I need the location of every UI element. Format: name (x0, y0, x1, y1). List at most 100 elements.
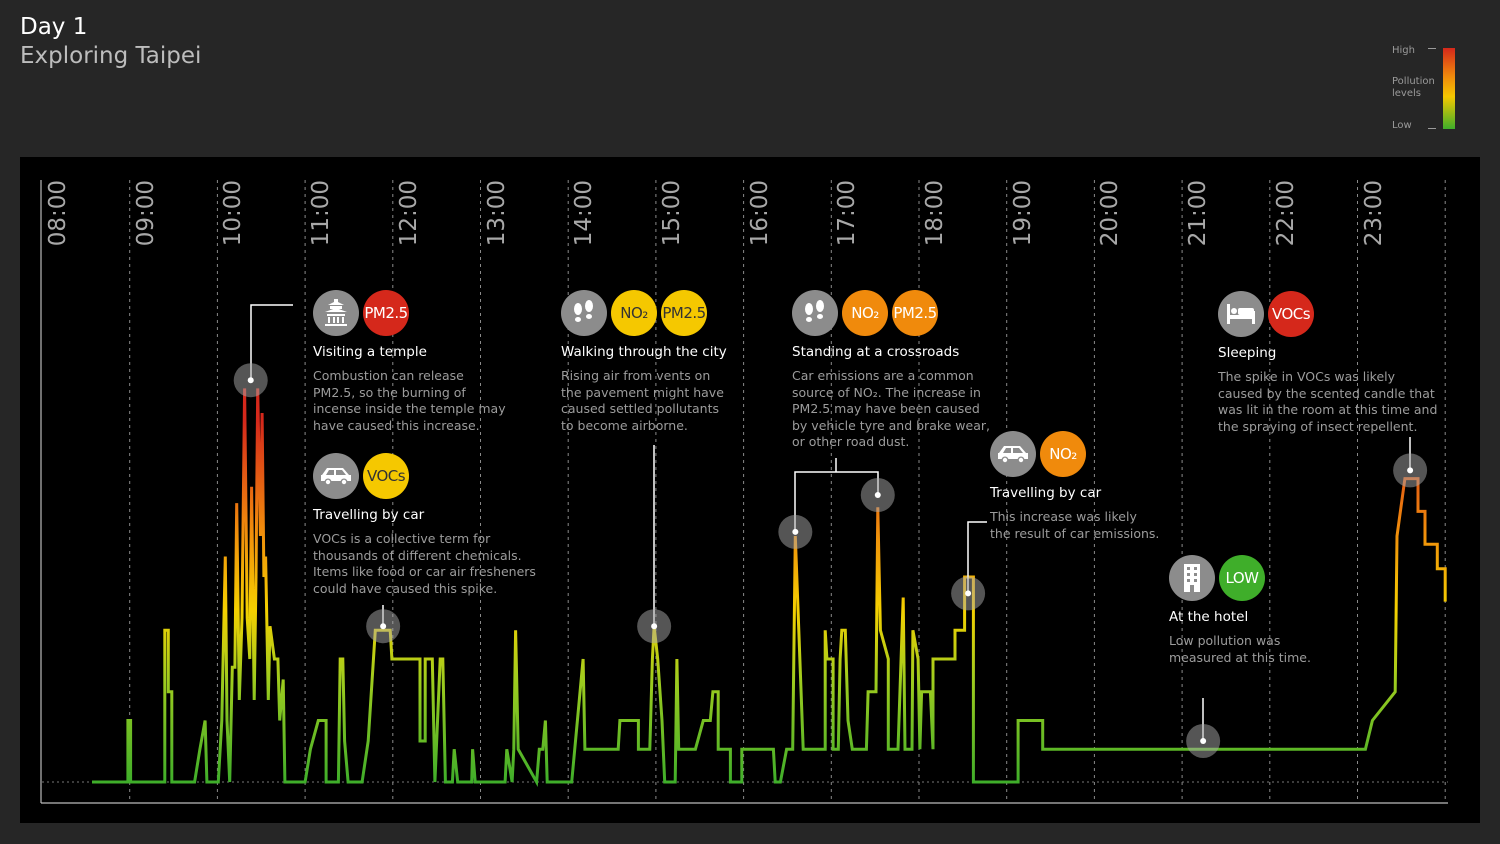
page-subtitle: Exploring Taipei (20, 43, 202, 69)
annotation-description-line: by vehicle tyre and brake wear, (792, 417, 990, 433)
annotation-title: Walking through the city (561, 344, 727, 360)
annotation-car-vocs: VOCs Travelling by car VOCs is a collectiv… (313, 453, 536, 597)
annotation-description-line: source of NO₂. The increase in (792, 384, 981, 400)
annotation-description-line: Rising air from vents on (561, 368, 711, 383)
annotation-badges: NO₂ PM2.5 (792, 290, 990, 336)
hour-label: 23:00 (1360, 180, 1387, 247)
legend-tick-high (1428, 48, 1436, 49)
annotation-description: This increase was likely the result of ca… (990, 509, 1159, 542)
annotation-badges: PM2.5 (313, 290, 506, 336)
bed-icon (1218, 291, 1264, 337)
annotation-description: Rising air from vents on the pavement mig… (561, 368, 727, 434)
pollutant-badge: VOCs (363, 453, 409, 499)
event-marker-dot (1200, 738, 1207, 744)
pollutant-badge: PM2.5 (661, 290, 707, 336)
temple-icon (313, 290, 359, 336)
annotation-hotel: LOW At the hotel Low pollution was measured… (1169, 555, 1311, 666)
pollutant-badge: NO₂ (611, 290, 657, 336)
pollution-line (92, 388, 1447, 788)
hour-label: 17:00 (834, 180, 861, 247)
annotation-badges: LOW (1169, 555, 1311, 601)
annotation-description-line: Combustion can release (313, 368, 464, 383)
annotation-title: Travelling by car (990, 485, 1102, 501)
annotation-description-line: The spike in VOCs was likely (1218, 369, 1396, 384)
hour-label: 08:00 (45, 180, 71, 247)
annotation-description: Low pollution was measured at this time. (1169, 633, 1311, 666)
pollutant-badge: PM2.5 (892, 290, 938, 336)
annotation-description-line: caused by the scented candle that (1218, 385, 1435, 401)
hour-label: 19:00 (1009, 180, 1036, 247)
hour-label: 15:00 (658, 180, 685, 247)
annotation-car-no2: NO₂ Travelling by car This increase was li… (990, 431, 1159, 542)
event-marker-dot (874, 492, 881, 498)
annotation-description-line: caused settled pollutants (561, 401, 719, 416)
hour-label: 22:00 (1272, 180, 1299, 247)
legend-high: High (1392, 45, 1415, 56)
annotation-description: Combustion can release PM2.5, so the burn… (313, 368, 506, 434)
annotation-description-line: VOCs is a collective term for (313, 531, 491, 546)
event-marker-dot (965, 590, 972, 597)
footprints-icon (561, 290, 607, 336)
event-marker-dot (247, 377, 254, 384)
annotation-description-line: Items like food or car air fresheners (313, 564, 536, 579)
hour-label: 10:00 (220, 180, 247, 247)
building-icon (1169, 555, 1215, 601)
annotation-description-line: or other road dust. (792, 434, 910, 449)
hour-label: 21:00 (1185, 180, 1212, 247)
event-marker-dot (380, 623, 387, 630)
connector-car-no2 (967, 521, 987, 595)
hour-label: 14:00 (571, 180, 598, 247)
pollutant-badge: LOW (1219, 555, 1265, 601)
hour-label: 16:00 (746, 180, 773, 247)
annotation-description-line: Car emissions are a common (792, 368, 974, 383)
pollutant-badge: VOCs (1268, 291, 1314, 337)
annotation-title: Standing at a crossroads (792, 344, 960, 360)
annotation-description-line: Low pollution was (1169, 633, 1281, 648)
hour-label: 11:00 (308, 180, 335, 247)
annotation-badges: VOCs (1218, 291, 1437, 337)
annotation-description-line: could have caused this spike. (313, 580, 498, 596)
annotation-badges: NO₂ (990, 431, 1159, 477)
annotation-description-line: have caused this increase. (313, 417, 480, 433)
pollutant-badge: NO₂ (842, 290, 888, 336)
legend-tick-low (1428, 128, 1436, 129)
annotation-description-line: was lit in the room at this time and (1218, 402, 1438, 417)
annotation-description: VOCs is a collective term for thousands o… (313, 531, 536, 597)
annotation-description-line: PM2.5, so the burning of (313, 384, 466, 400)
annotation-crossroads: NO₂ PM2.5 Standing at a crossroads Car emis… (792, 290, 990, 451)
hour-label: 20:00 (1097, 180, 1124, 247)
hour-label: 12:00 (395, 180, 422, 247)
legend-gradient-bar (1443, 48, 1455, 129)
annotation-description-line: the pavement might have (561, 384, 724, 400)
car-icon (313, 453, 359, 499)
annotation-description-line: PM2.5 may have been caused (792, 401, 980, 416)
hour-label: 13:00 (483, 180, 510, 247)
footprints-icon (792, 290, 838, 336)
annotation-description: Car emissions are a common source of NO₂.… (792, 368, 990, 451)
hour-label: 09:00 (132, 180, 159, 247)
page-title: Day 1 (20, 14, 88, 40)
annotation-walking: NO₂ PM2.5 Walking through the city Rising a… (561, 290, 727, 434)
event-marker-dot (792, 528, 799, 535)
event-marker-dot (1407, 467, 1414, 474)
hour-label: 18:00 (922, 180, 948, 247)
annotation-description-line: the spraying of insect repellent. (1218, 418, 1418, 434)
annotation-description-line: to become airborne. (561, 417, 688, 433)
annotation-title: Visiting a temple (313, 344, 427, 360)
annotation-title: At the hotel (1169, 609, 1249, 625)
annotation-temple: PM2.5 Visiting a temple Combustion can rel… (313, 290, 506, 434)
annotation-description-line: incense inside the temple may (313, 401, 506, 416)
pollutant-badge: PM2.5 (363, 290, 409, 336)
annotation-description-line: measured at this time. (1169, 649, 1311, 665)
annotation-sleeping: VOCs Sleeping The spike in VOCs was likely… (1218, 291, 1437, 435)
annotation-description-line: thousands of different chemicals. (313, 547, 522, 563)
annotation-description-line: This increase was likely (990, 509, 1137, 524)
annotation-description: The spike in VOCs was likely caused by th… (1218, 369, 1437, 435)
legend-label: Pollution levels (1392, 76, 1435, 99)
annotation-title: Travelling by car (313, 507, 425, 523)
annotation-description-line: the result of car emissions. (990, 525, 1160, 541)
annotation-badges: NO₂ PM2.5 (561, 290, 727, 336)
car-icon (990, 431, 1036, 477)
event-marker-dot (651, 623, 658, 630)
